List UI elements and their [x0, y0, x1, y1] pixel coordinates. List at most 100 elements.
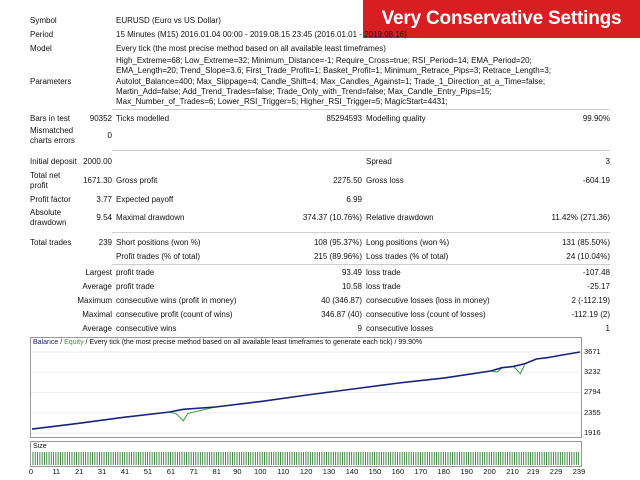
size-bar — [206, 452, 208, 465]
x-tick-label: 140 — [345, 467, 359, 476]
size-bar — [170, 452, 171, 465]
stats-label: loss trade — [366, 282, 401, 291]
size-bar — [459, 452, 460, 465]
size-bar — [160, 452, 162, 465]
size-bar — [559, 452, 561, 465]
parameters-value: High_Extreme=68; Low_Extreme=32; Minimum… — [116, 56, 552, 107]
x-tick-label: 61 — [166, 467, 176, 476]
size-bar — [525, 452, 527, 465]
size-bar — [514, 452, 515, 465]
size-bar — [543, 452, 545, 465]
size-bar — [280, 452, 281, 465]
size-bar — [452, 452, 453, 465]
size-bar — [174, 452, 176, 465]
size-bar — [486, 452, 488, 465]
size-bar — [92, 452, 93, 465]
size-bar — [376, 452, 378, 465]
size-bar — [348, 452, 350, 465]
size-bar — [69, 452, 71, 465]
loss-trades-label: Loss trades (% of total) — [366, 252, 449, 261]
y-tick-label: 2794 — [584, 387, 601, 397]
size-bar — [183, 452, 185, 465]
size-bar — [426, 452, 428, 465]
x-tick-label: 239 — [572, 467, 586, 476]
y-tick-label: 1916 — [584, 428, 601, 437]
size-bar — [199, 452, 201, 465]
size-bar — [431, 452, 433, 465]
size-bar — [523, 452, 525, 465]
size-bar — [209, 452, 210, 465]
stats-prefix: Maximal — [82, 310, 112, 319]
size-bar — [190, 452, 192, 465]
x-tick-label: 110 — [277, 467, 290, 476]
size-bar — [71, 452, 73, 465]
size-bar — [112, 452, 114, 465]
size-label: Size — [33, 443, 47, 450]
stats-value: 10.58 — [341, 282, 362, 291]
size-bar — [371, 452, 373, 465]
size-bar — [498, 452, 499, 465]
stats-label: consecutive losses (loss in money) — [366, 296, 490, 305]
stats-label: consecutive loss (count of losses) — [366, 310, 486, 319]
size-bar — [254, 452, 256, 465]
profit-trades-value: 215 (89.96%) — [313, 252, 362, 261]
stats-value: -25.17 — [587, 282, 610, 291]
size-bar — [99, 452, 100, 465]
stats-prefix: Average — [82, 282, 112, 291]
size-bar — [44, 452, 45, 465]
short-positions-value: 108 (95.37%) — [313, 238, 362, 247]
x-tick-label: 160 — [391, 467, 405, 476]
size-bar — [55, 452, 57, 465]
size-bar — [218, 452, 220, 465]
stats-label: profit trade — [116, 282, 155, 291]
size-bar — [507, 452, 508, 465]
size-bar — [32, 452, 34, 465]
x-tick-label: 81 — [212, 467, 221, 476]
stats-value: 93.49 — [341, 268, 362, 277]
size-bar — [298, 452, 300, 465]
gross-profit-label: Gross profit — [116, 176, 158, 185]
size-bar — [314, 452, 316, 465]
total-trades-label: Total trades — [30, 238, 72, 247]
size-bar — [511, 452, 513, 465]
size-bar — [358, 452, 359, 465]
size-bar — [463, 452, 465, 465]
size-bar — [344, 452, 346, 465]
size-bar — [259, 452, 261, 465]
legend-slash: / — [58, 339, 65, 346]
size-bar — [165, 452, 167, 465]
size-bar — [85, 452, 87, 465]
size-bar — [142, 452, 144, 465]
period-value: 15 Minutes (M15) 2016.01.04 00:00 - 2019… — [116, 30, 407, 39]
stats-label: consecutive profit (count of wins) — [116, 310, 233, 319]
size-bar — [167, 452, 169, 465]
size-bar — [76, 452, 77, 465]
size-bar — [215, 452, 217, 465]
relative-drawdown-value: 11.42% (271.36) — [551, 213, 610, 222]
size-bar — [115, 452, 116, 465]
size-bar — [195, 452, 197, 465]
size-bar — [365, 452, 366, 465]
size-bar — [449, 452, 451, 465]
model-value: Every tick (the most precise method base… — [116, 44, 386, 53]
size-bar — [571, 452, 573, 465]
x-tick-label: 100 — [254, 467, 267, 476]
size-bar — [140, 452, 142, 465]
size-bar — [119, 452, 121, 465]
size-bar — [138, 452, 139, 465]
size-bar — [94, 452, 96, 465]
size-bar — [415, 452, 417, 465]
size-bar — [355, 452, 357, 465]
bars-in-test-value: 90352 — [89, 114, 112, 123]
size-bar — [420, 452, 421, 465]
size-bars-svg — [32, 452, 580, 465]
size-bar — [238, 452, 240, 465]
size-bar — [96, 452, 98, 465]
size-bar — [385, 452, 387, 465]
size-bar — [232, 452, 233, 465]
relative-drawdown-label: Relative drawdown — [366, 213, 434, 222]
chart-header: Balance / Equity / Every tick (the most … — [33, 339, 422, 346]
size-bar — [387, 452, 389, 465]
size-bar — [60, 452, 61, 465]
ticks-modelled-label: Ticks modelled — [116, 114, 170, 123]
